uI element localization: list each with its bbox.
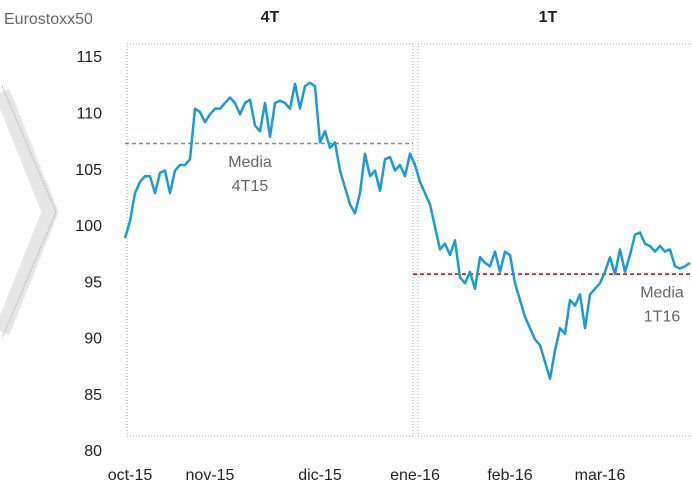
y-tick-label: 110 — [76, 106, 102, 123]
chevron — [0, 89, 59, 335]
period-label: 1T — [539, 9, 558, 26]
mean-annotation: 4T15 — [232, 178, 269, 195]
x-tick-label: ene-16 — [390, 467, 440, 484]
x-tick-label: feb-16 — [487, 467, 532, 484]
chevron-edge — [1, 85, 57, 339]
y-tick-label: 100 — [75, 218, 102, 235]
mean-annotation: Media — [640, 284, 684, 301]
period-box — [417, 43, 692, 437]
x-tick-label: oct-15 — [108, 467, 153, 484]
line — [123, 81, 691, 381]
mean-annotation: Media — [228, 154, 272, 171]
y-tick-label: 90 — [84, 331, 102, 348]
y-tick-label: 85 — [84, 387, 102, 404]
x-tick-label: dic-15 — [298, 467, 342, 484]
y-tick-label: 105 — [75, 162, 102, 179]
period-box — [126, 43, 414, 437]
y-tick-label: 80 — [84, 443, 102, 460]
x-tick-label: nov-15 — [186, 467, 235, 484]
mean-annotation: 1T16 — [644, 308, 681, 325]
y-tick-label: 95 — [84, 274, 102, 291]
y-tick-label: 115 — [76, 49, 102, 66]
period-label: 4T — [261, 9, 280, 26]
chart-title: Eurostoxx50 — [4, 11, 93, 28]
x-tick-label: mar-16 — [575, 467, 626, 484]
